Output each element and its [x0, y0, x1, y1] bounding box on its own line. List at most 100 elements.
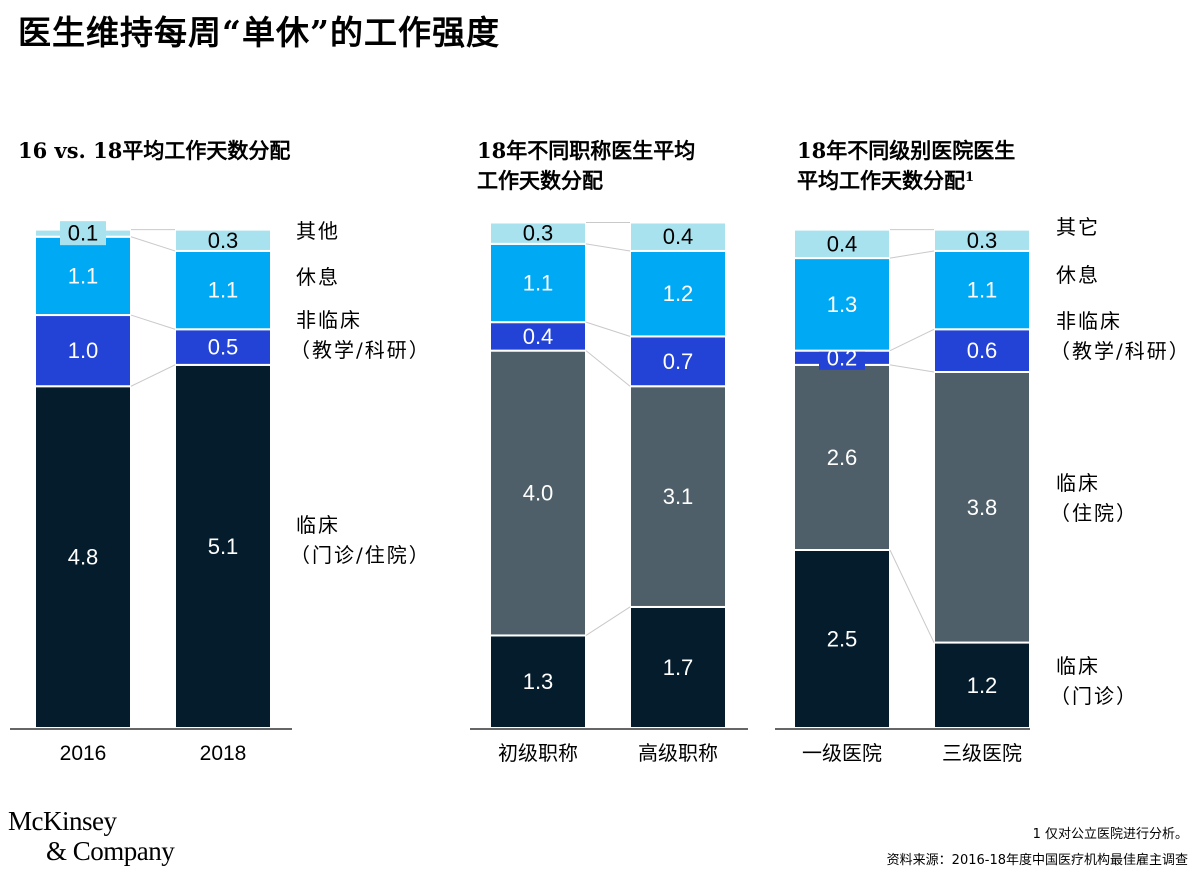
data-label: 0.1 — [68, 221, 99, 246]
data-label: 3.8 — [967, 495, 998, 520]
legend-label: 临床 — [1056, 654, 1100, 678]
data-label: 4.8 — [68, 545, 99, 570]
category-label: 初级职称 — [498, 741, 578, 765]
bar-segment — [174, 328, 272, 366]
page-title: 医生维持每周“单休”的工作强度 — [18, 13, 500, 52]
legend-label: 非临床 — [1056, 309, 1122, 333]
bar-segment — [933, 249, 1031, 331]
category-label: 三级医院 — [942, 741, 1022, 765]
bar-segment — [793, 549, 891, 729]
legend-label: （门诊） — [1050, 684, 1138, 708]
bar-segment — [174, 228, 272, 252]
connector-line — [130, 314, 176, 330]
panel-title-3: 18年不同级别医院医生 平均工作天数分配1 — [797, 136, 1015, 196]
connector-line — [585, 350, 631, 387]
data-label: 1.0 — [68, 338, 99, 363]
connector-line — [130, 236, 176, 252]
data-label: 0.7 — [663, 349, 694, 374]
bar-segment — [174, 249, 272, 331]
data-label: 1.1 — [967, 278, 998, 303]
bar-segment — [34, 235, 132, 317]
data-label: 3.1 — [663, 484, 694, 509]
data-label: 0.3 — [967, 228, 998, 253]
data-label-box — [60, 221, 106, 246]
panel-title-2-line-1: 18年不同职称医生平均 — [477, 138, 696, 163]
bar-segment — [489, 221, 587, 245]
data-label: 2.5 — [827, 627, 858, 652]
connector-line — [585, 321, 631, 337]
panel-title-1-line-1: 16 vs. 18平均工作天数分配 — [18, 138, 291, 163]
bar-segment — [933, 328, 1031, 373]
data-label: 1.3 — [523, 669, 554, 694]
legend-label: （教学/科研） — [290, 338, 431, 362]
chart-3: 2.52.60.21.30.4一级医院1.23.80.61.10.3三级医院其它… — [775, 215, 1191, 765]
category-label: 2018 — [200, 742, 247, 765]
data-label: 1.1 — [523, 271, 554, 296]
data-label: 0.4 — [827, 231, 858, 256]
panel-title-2-line-2: 工作天数分配 — [477, 168, 603, 193]
legend-label: 其它 — [1056, 215, 1100, 239]
legend-label: （门诊/住院） — [290, 543, 431, 567]
panel-title-3-line-1: 18年不同级别医院医生 — [797, 138, 1016, 163]
logo-line-1: McKinsey — [8, 806, 117, 836]
bar-segment — [629, 605, 727, 730]
legend-label: 临床 — [296, 513, 340, 537]
bar-segment — [793, 363, 891, 551]
data-label: 5.1 — [208, 534, 239, 559]
data-label: 1.2 — [967, 673, 998, 698]
data-label: 1.2 — [663, 281, 694, 306]
legend-label: （住院） — [1050, 501, 1138, 525]
connector-line — [889, 250, 935, 259]
connector-line — [585, 606, 631, 636]
panel-title-2: 18年不同职称医生平均 工作天数分配 — [477, 136, 695, 196]
mckinsey-logo: McKinsey & Company — [8, 806, 175, 866]
bar-segment — [933, 641, 1031, 729]
data-label: 0.5 — [208, 335, 239, 360]
data-label: 1.3 — [827, 292, 858, 317]
panel-title-1: 16 vs. 18平均工作天数分配 — [18, 136, 290, 166]
footnote: 1 仅对公立医院进行分析。 — [1032, 827, 1188, 842]
bar-segment — [489, 634, 587, 729]
data-label: 0.3 — [523, 221, 554, 246]
bar-segment — [489, 321, 587, 352]
category-label: 高级职称 — [638, 741, 718, 765]
source-note: 资料来源：2016-18年度中国医疗机构最佳雇主调查 — [886, 853, 1188, 868]
connector-line — [889, 364, 935, 373]
bar-segment — [629, 249, 727, 338]
bar-segment — [34, 385, 132, 729]
connector-line — [585, 243, 631, 252]
category-label: 一级医院 — [802, 741, 882, 765]
legend-label: （教学/科研） — [1050, 339, 1191, 363]
data-label: 1.1 — [68, 263, 99, 288]
data-label: 1.1 — [208, 278, 239, 303]
data-label: 0.3 — [208, 228, 239, 253]
legend-label: 非临床 — [296, 308, 362, 332]
data-label: 0.4 — [663, 224, 694, 249]
category-label: 2016 — [60, 742, 107, 765]
legend-label: 休息 — [296, 265, 340, 289]
connector-line — [130, 364, 176, 387]
panel-title-3-line-2-text: 平均工作天数分配 — [797, 168, 965, 193]
data-label: 0.6 — [967, 338, 998, 363]
connector-line — [889, 328, 935, 352]
panel-title-3-line-2: 平均工作天数分配1 — [797, 166, 1015, 196]
bar-segment — [793, 228, 891, 260]
data-label: 1.7 — [663, 655, 694, 680]
legend-label: 休息 — [1056, 263, 1100, 287]
connector-line — [889, 549, 935, 643]
bar-segment — [34, 314, 132, 388]
data-label: 4.0 — [523, 481, 554, 506]
bar-segment — [489, 242, 587, 324]
footnote-marker: 1 — [965, 170, 975, 185]
data-label: 2.6 — [827, 445, 858, 470]
chart-2: 1.3 4.0 0.4 1.1 0.3 初级职称 1.7 3.1 0.7 1.2 0.4 高级职称 — [470, 221, 748, 765]
bar-segment — [174, 363, 272, 729]
legend-label: 临床 — [1056, 471, 1100, 495]
bar-segment — [629, 335, 727, 388]
bar-segment — [629, 221, 727, 252]
bar-segment — [933, 228, 1031, 252]
legend-label: 其他 — [296, 219, 340, 243]
logo-line-2: & Company — [46, 836, 175, 866]
